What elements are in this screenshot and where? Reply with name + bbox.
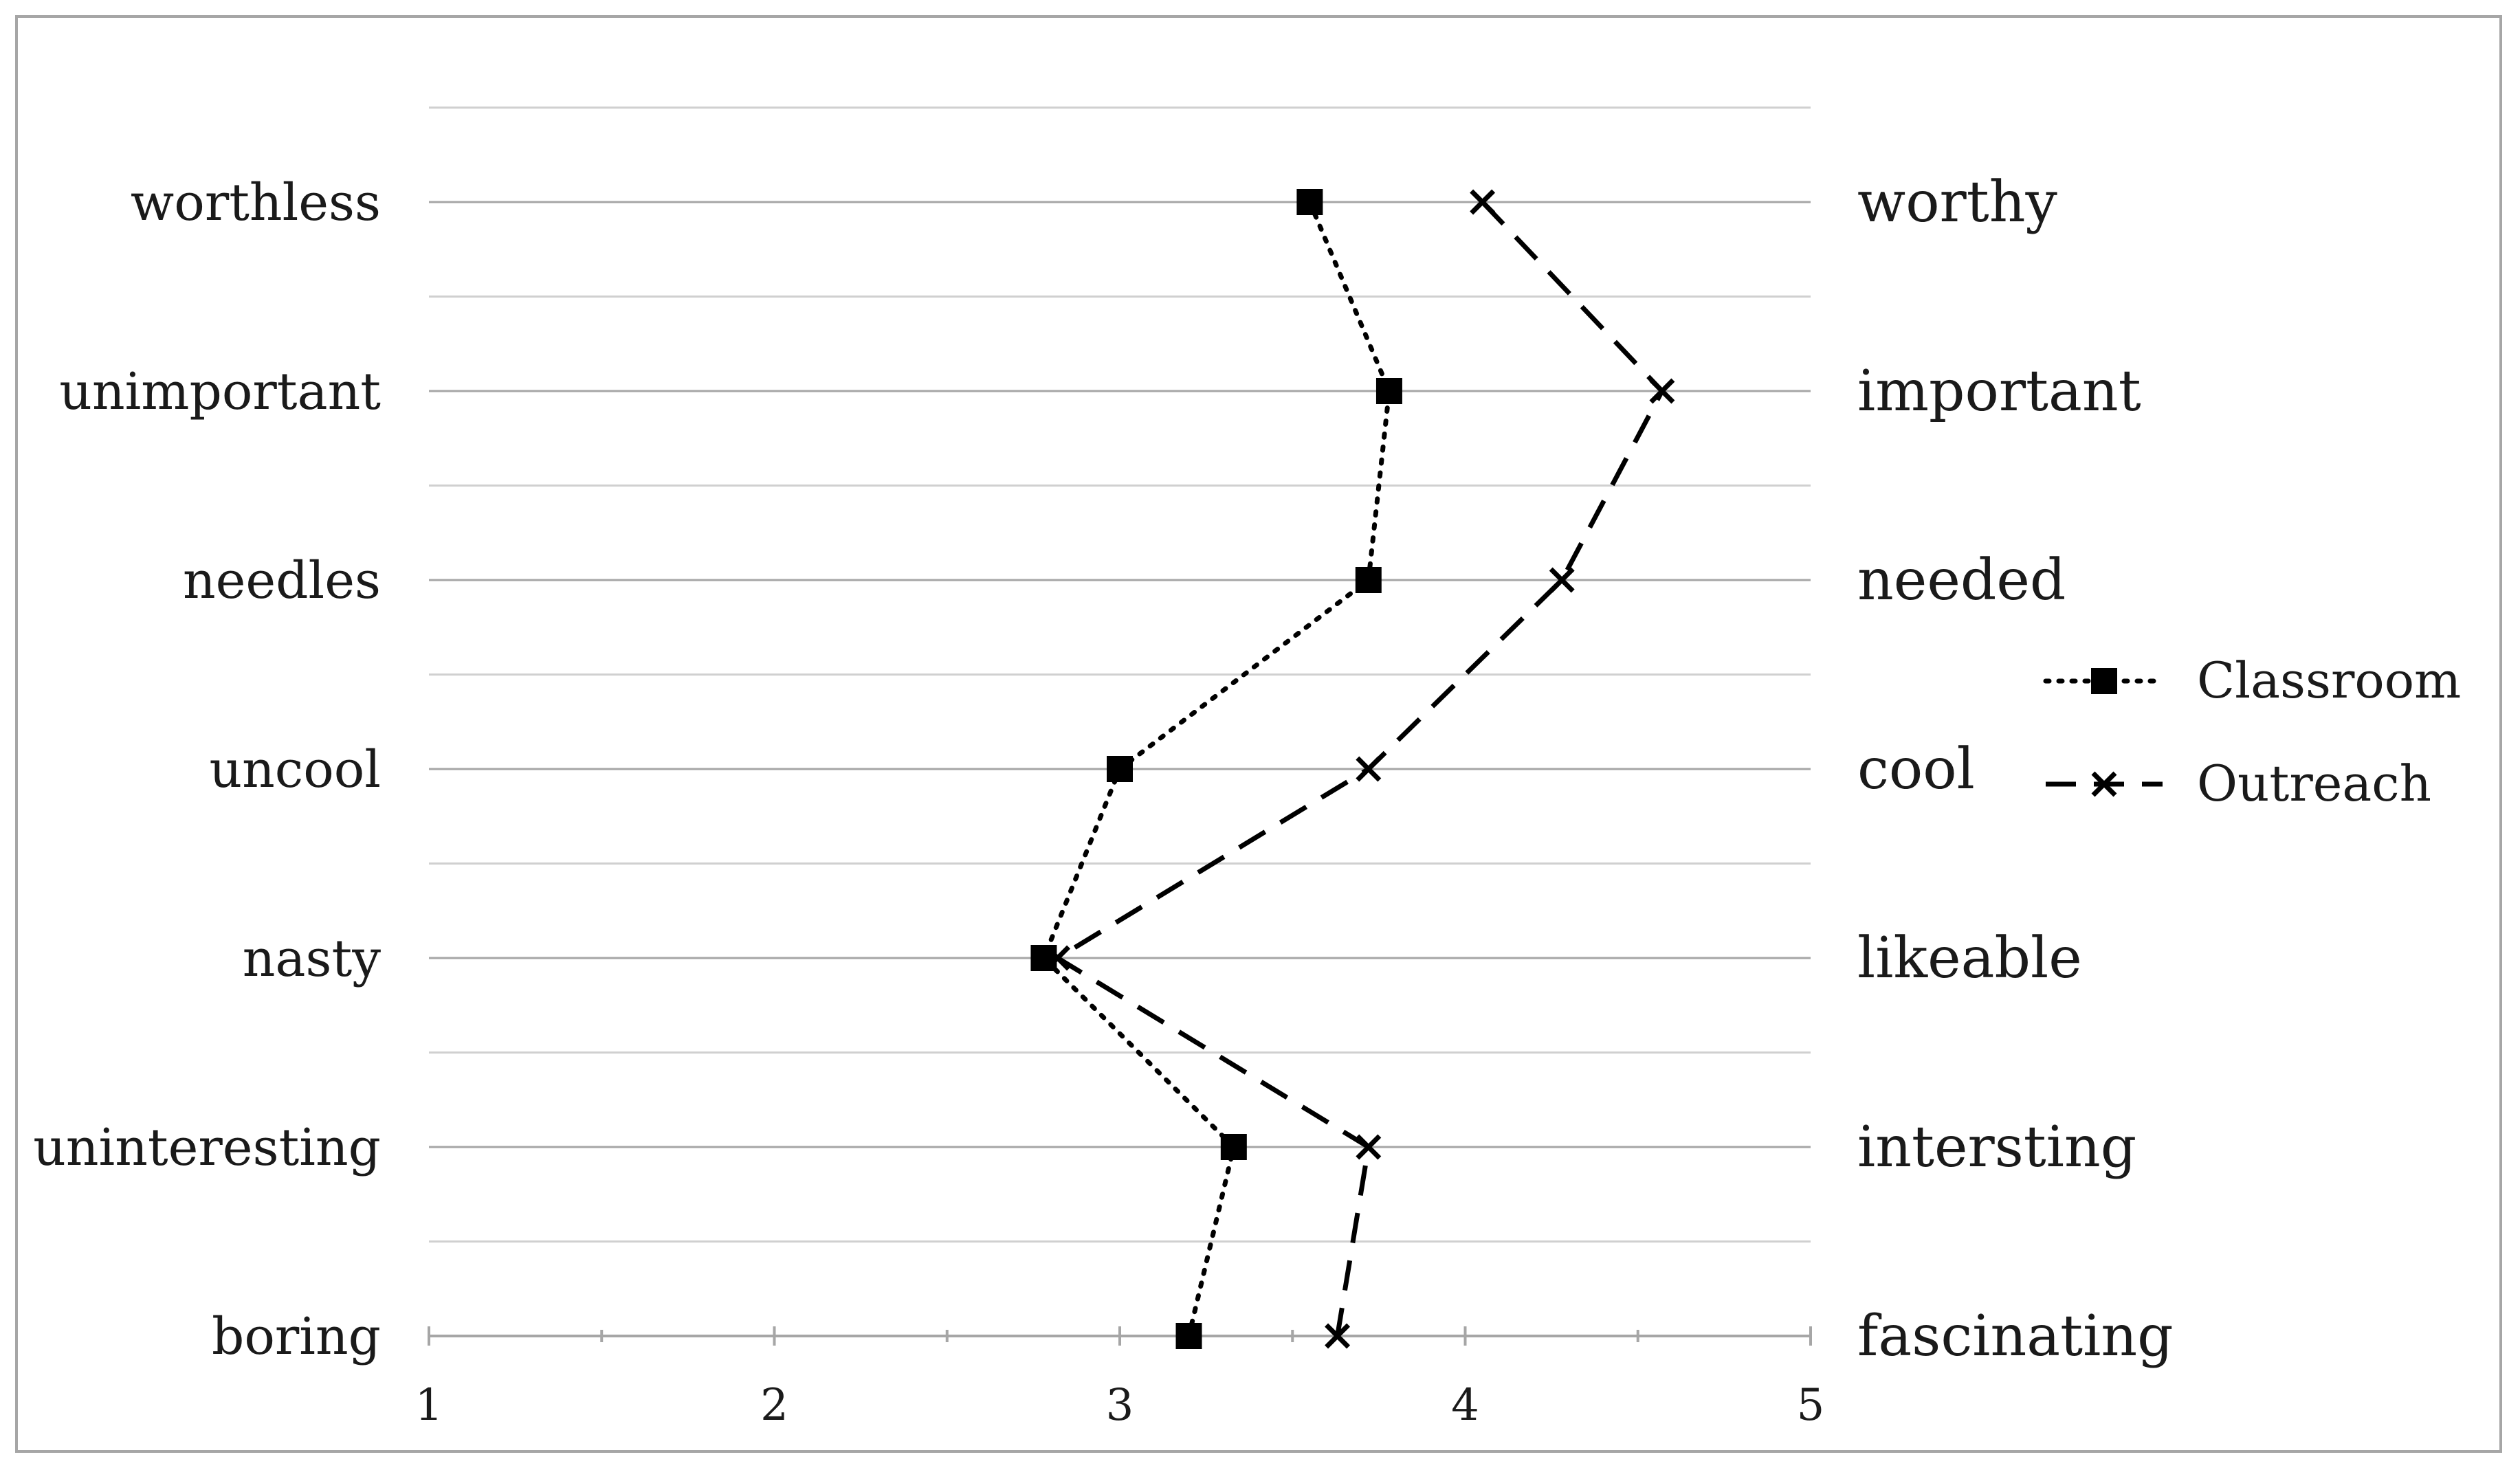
row-label-left: worthless xyxy=(131,173,381,232)
legend-label-outreach: Outreach xyxy=(2197,755,2431,812)
row-label-left: unimportant xyxy=(59,362,381,421)
data-point-outreach xyxy=(1356,1134,1382,1160)
data-point-classroom xyxy=(1107,756,1133,782)
data-point-outreach xyxy=(1549,567,1575,593)
x-tick-label: 3 xyxy=(1106,1380,1134,1431)
row-label-left: boring xyxy=(212,1307,381,1366)
chart-frame: 1 2 3 4 5 worthless worthy unimportant important… xyxy=(15,15,2502,1453)
row-label-right: worthy xyxy=(1857,170,2058,235)
row-label-right: cool xyxy=(1857,737,1975,802)
x-tick-label: 1 xyxy=(415,1380,443,1431)
x-tick-label: 5 xyxy=(1797,1380,1825,1431)
data-point-outreach xyxy=(1649,378,1675,404)
legend-marker-outreach xyxy=(2091,771,2117,797)
row-label-left: uncool xyxy=(209,740,381,799)
row-label-left: needles xyxy=(183,551,381,610)
row-label-right: fascinating xyxy=(1857,1304,2174,1369)
data-point-classroom xyxy=(1030,945,1057,971)
row-label-right: intersting xyxy=(1857,1115,2136,1180)
data-point-classroom xyxy=(1355,567,1382,593)
data-point-outreach xyxy=(1325,1323,1351,1349)
data-point-outreach xyxy=(1045,945,1071,971)
data-point-classroom xyxy=(1175,1323,1202,1349)
chart-svg: 1 2 3 4 5 worthless worthy unimportant important… xyxy=(33,107,2461,1431)
row-label-right: likeable xyxy=(1857,926,2082,991)
row-label-right: important xyxy=(1857,359,2141,424)
x-tick-label: 2 xyxy=(760,1380,788,1431)
data-point-classroom xyxy=(1296,189,1323,215)
row-label-left: nasty xyxy=(243,929,381,988)
data-point-classroom xyxy=(1375,378,1402,404)
row-label-left: uninteresting xyxy=(33,1118,381,1177)
data-point-classroom xyxy=(1220,1134,1247,1160)
data-point-outreach xyxy=(1356,756,1382,782)
row-label-right: needed xyxy=(1857,548,2066,613)
data-point-outreach xyxy=(1470,189,1496,215)
legend-marker-classroom xyxy=(2091,668,2117,694)
x-tick-label: 4 xyxy=(1451,1380,1479,1431)
legend-label-classroom: Classroom xyxy=(2197,652,2461,709)
